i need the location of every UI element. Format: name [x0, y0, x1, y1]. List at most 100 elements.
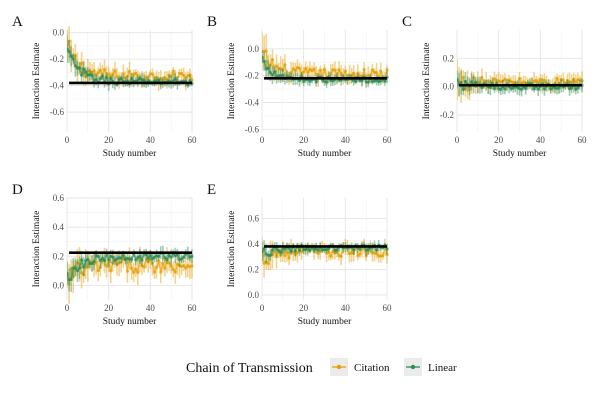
y-tick-label: -0.2 [245, 71, 259, 81]
data-point [503, 77, 507, 81]
data-point [352, 71, 356, 75]
data-point [318, 68, 322, 72]
y-tick-label: 0.0 [248, 290, 260, 300]
data-point [150, 262, 155, 266]
data-point [295, 251, 300, 255]
y-tick-label: -0.6 [50, 107, 65, 117]
y-tick-label: -0.2 [440, 110, 454, 120]
data-point [385, 253, 389, 257]
data-point [549, 87, 553, 91]
data-point [84, 70, 88, 74]
legend: Chain of Transmission Citation Linear [186, 358, 457, 376]
data-point [142, 78, 146, 83]
data-point [129, 76, 134, 81]
panel-label: D [12, 182, 23, 198]
data-point [169, 75, 173, 79]
y-tick-label: -0.4 [245, 97, 260, 107]
data-point [67, 272, 69, 276]
data-point [75, 261, 80, 265]
data-point [333, 68, 337, 72]
data-point [469, 80, 474, 84]
data-point [73, 64, 77, 68]
data-point [104, 264, 109, 268]
data-point [374, 248, 379, 252]
x-tick-label: 0 [260, 303, 265, 313]
data-point [484, 79, 488, 83]
x-tick-label: 60 [188, 303, 198, 313]
data-point [98, 68, 102, 72]
data-point [374, 252, 379, 256]
data-point [264, 260, 268, 264]
data-point [67, 49, 71, 54]
data-point [289, 71, 293, 75]
data-point [287, 256, 291, 260]
data-point [306, 70, 310, 74]
series-linear [262, 51, 389, 88]
data-point [488, 85, 492, 90]
data-point [115, 75, 119, 79]
panel-label: C [402, 14, 412, 30]
y-axis-title: Interaction Estimate [227, 211, 237, 288]
data-point [140, 258, 144, 262]
data-point [513, 81, 517, 85]
y-axis-title: Interaction Estimate [32, 211, 42, 288]
y-tick-label: 0.2 [248, 264, 259, 274]
data-point [461, 75, 465, 79]
data-point [343, 69, 347, 73]
data-point [100, 256, 105, 260]
data-point [507, 78, 511, 82]
y-tick-label: 0.0 [53, 28, 65, 38]
data-point [100, 74, 105, 78]
panel-label: E [207, 182, 216, 198]
data-point [574, 80, 578, 84]
x-tick-label: 40 [341, 135, 351, 145]
data-point [96, 254, 100, 259]
data-point [557, 86, 561, 90]
x-tick-label: 40 [146, 135, 156, 145]
data-point [165, 257, 169, 261]
data-point [492, 86, 497, 91]
data-point [129, 266, 134, 270]
data-point [312, 250, 316, 254]
data-point [467, 87, 472, 92]
panel-b: B 0 20 40 60 -0.6 -0.4 -0.2 0.0 Study number Inter… [207, 14, 392, 159]
data-point [109, 269, 113, 273]
data-point [297, 66, 302, 70]
data-point [92, 259, 96, 264]
data-point [113, 69, 117, 73]
data-point [77, 66, 82, 70]
data-point [98, 258, 102, 262]
data-point [79, 61, 84, 65]
data-point [316, 251, 320, 256]
data-point [532, 87, 536, 91]
data-point [299, 72, 304, 76]
x-tick-label: 0 [65, 135, 70, 145]
data-point [268, 63, 272, 67]
data-point [555, 77, 559, 81]
data-point [302, 70, 306, 74]
data-point [159, 270, 163, 274]
data-point [293, 249, 297, 253]
data-point [538, 77, 542, 82]
data-point [182, 255, 186, 259]
data-point [150, 72, 155, 76]
x-tick-label: 20 [299, 303, 309, 313]
data-point [190, 254, 194, 258]
data-point [327, 250, 331, 254]
data-point [366, 80, 370, 84]
data-point [262, 59, 266, 64]
data-point [381, 254, 385, 258]
data-point [356, 71, 360, 75]
data-point [569, 86, 574, 90]
legend-entry-citation: Citation [330, 358, 390, 376]
y-axis-title: Interaction Estimate [32, 43, 42, 120]
data-point [385, 68, 389, 72]
data-point [324, 80, 329, 84]
data-point [142, 265, 146, 269]
data-point [501, 79, 505, 83]
data-point [534, 78, 538, 83]
data-point [90, 261, 94, 266]
data-point [121, 253, 125, 257]
y-axis-title: Interaction Estimate [422, 43, 432, 120]
data-point [383, 79, 387, 83]
